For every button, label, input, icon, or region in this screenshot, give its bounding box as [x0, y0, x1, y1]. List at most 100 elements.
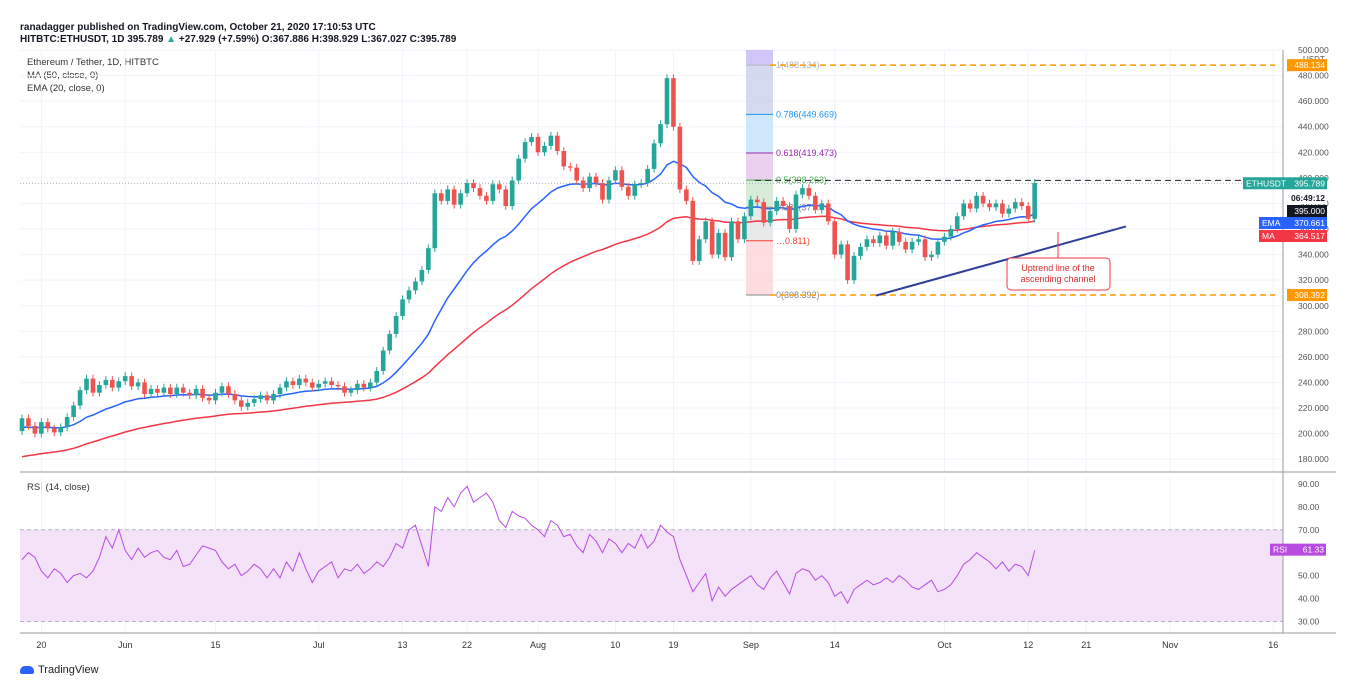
price-tick-label: 180.000 [1298, 454, 1329, 464]
candle [961, 203, 966, 217]
price-label-tag [1259, 230, 1327, 242]
price-label-tag [1287, 289, 1327, 302]
candle [864, 239, 870, 247]
candle [84, 378, 89, 391]
candle [774, 200, 779, 212]
rsi-legend[interactable]: RSI (14, close) [27, 482, 90, 493]
candle [916, 239, 921, 242]
price-label-value: 395.000 [1294, 206, 1325, 216]
price-label-tag [1287, 59, 1327, 72]
rsi-tick-label: 40.00 [1298, 594, 1320, 604]
candle [922, 239, 928, 258]
up-arrow-icon: ▲ [166, 34, 177, 45]
candle [503, 189, 509, 207]
candle [484, 195, 489, 201]
candle [806, 188, 812, 196]
candle [451, 189, 457, 205]
candle [1013, 202, 1018, 209]
price-change: +27.929 (+7.59%) [178, 34, 259, 45]
candle [632, 184, 638, 196]
candle [213, 392, 218, 401]
candle [871, 239, 876, 244]
candle [168, 387, 173, 394]
ema-legend[interactable]: EMA (20, close, 0) [27, 83, 105, 94]
annotation-text-line: Uptrend line of the [1021, 263, 1095, 273]
candle [103, 379, 109, 386]
candle [522, 142, 528, 159]
time-tick-label: 15 [210, 640, 220, 650]
rsi-value-name: RSI [1273, 545, 1287, 555]
price-tick-label: 280.000 [1298, 326, 1329, 336]
time-tick-label: 21 [1081, 640, 1091, 650]
candle [335, 385, 341, 387]
candle [174, 387, 180, 394]
author-line: ranadagger published on TradingView.com,… [20, 22, 376, 33]
candle [180, 387, 186, 393]
rsi-value-tag [1270, 543, 1326, 556]
time-tick-label: 10 [610, 640, 620, 650]
candle [258, 395, 263, 400]
candle [290, 381, 296, 386]
price-label-name: EMA [1262, 218, 1281, 228]
candle [400, 299, 405, 316]
price-tick-label: 420.000 [1298, 147, 1329, 157]
price-label-tag [1243, 177, 1327, 190]
candle [90, 378, 96, 393]
candle [122, 376, 128, 382]
fib-zone [746, 50, 773, 66]
fib-level-label: …0.811) [776, 236, 810, 246]
rsi-tick-label: 90.00 [1298, 479, 1320, 489]
candle [690, 200, 696, 261]
price-label-tag [1259, 217, 1327, 229]
fib-zone [746, 114, 773, 153]
candle [729, 221, 734, 258]
candle [851, 255, 857, 281]
candle [561, 151, 567, 167]
price-label-value: 364.517 [1294, 231, 1325, 241]
candle [574, 167, 579, 181]
rsi-value-label: 61.33 [1303, 545, 1325, 555]
candle [45, 422, 51, 429]
candle [542, 145, 547, 153]
time-tick-label: 19 [668, 640, 678, 650]
candle [490, 184, 496, 201]
fib-level-label: 1(488.134) [776, 60, 820, 70]
candle [148, 388, 154, 394]
candle [1000, 203, 1005, 214]
candle [735, 221, 741, 240]
candle [200, 388, 205, 398]
candle [645, 168, 650, 183]
candle [877, 235, 883, 244]
candle [587, 176, 592, 189]
price-label-tag [1287, 192, 1327, 204]
candle [368, 382, 373, 388]
price-tick-label: 360.000 [1298, 224, 1329, 234]
fib-level-label: 0.5(398.263) [776, 175, 827, 185]
candle [677, 126, 683, 190]
candle [187, 392, 192, 396]
candle [206, 397, 212, 401]
price-tick-label: 240.000 [1298, 377, 1329, 387]
candle [464, 182, 470, 194]
candle [529, 136, 534, 143]
watermark-text: TradingView [38, 664, 99, 676]
price-label-tag [1287, 205, 1327, 217]
author-name[interactable]: ranadagger published on TradingView.com,… [20, 22, 376, 33]
candle [432, 193, 438, 249]
candle [800, 188, 805, 195]
candle [426, 248, 431, 270]
rsi-tick-label: 30.00 [1298, 617, 1320, 627]
candle [374, 370, 380, 383]
tradingview-logo[interactable]: TradingView [20, 664, 99, 676]
candle [471, 182, 476, 189]
time-tick-label: Sep [743, 640, 759, 650]
annotation-text-line: ascending channel [1020, 274, 1095, 284]
cloud-icon [20, 666, 34, 674]
candle [393, 315, 399, 334]
candle [819, 203, 825, 210]
candle [303, 378, 309, 383]
candle [51, 428, 57, 433]
candle [71, 405, 76, 418]
fib-zone [746, 240, 773, 296]
